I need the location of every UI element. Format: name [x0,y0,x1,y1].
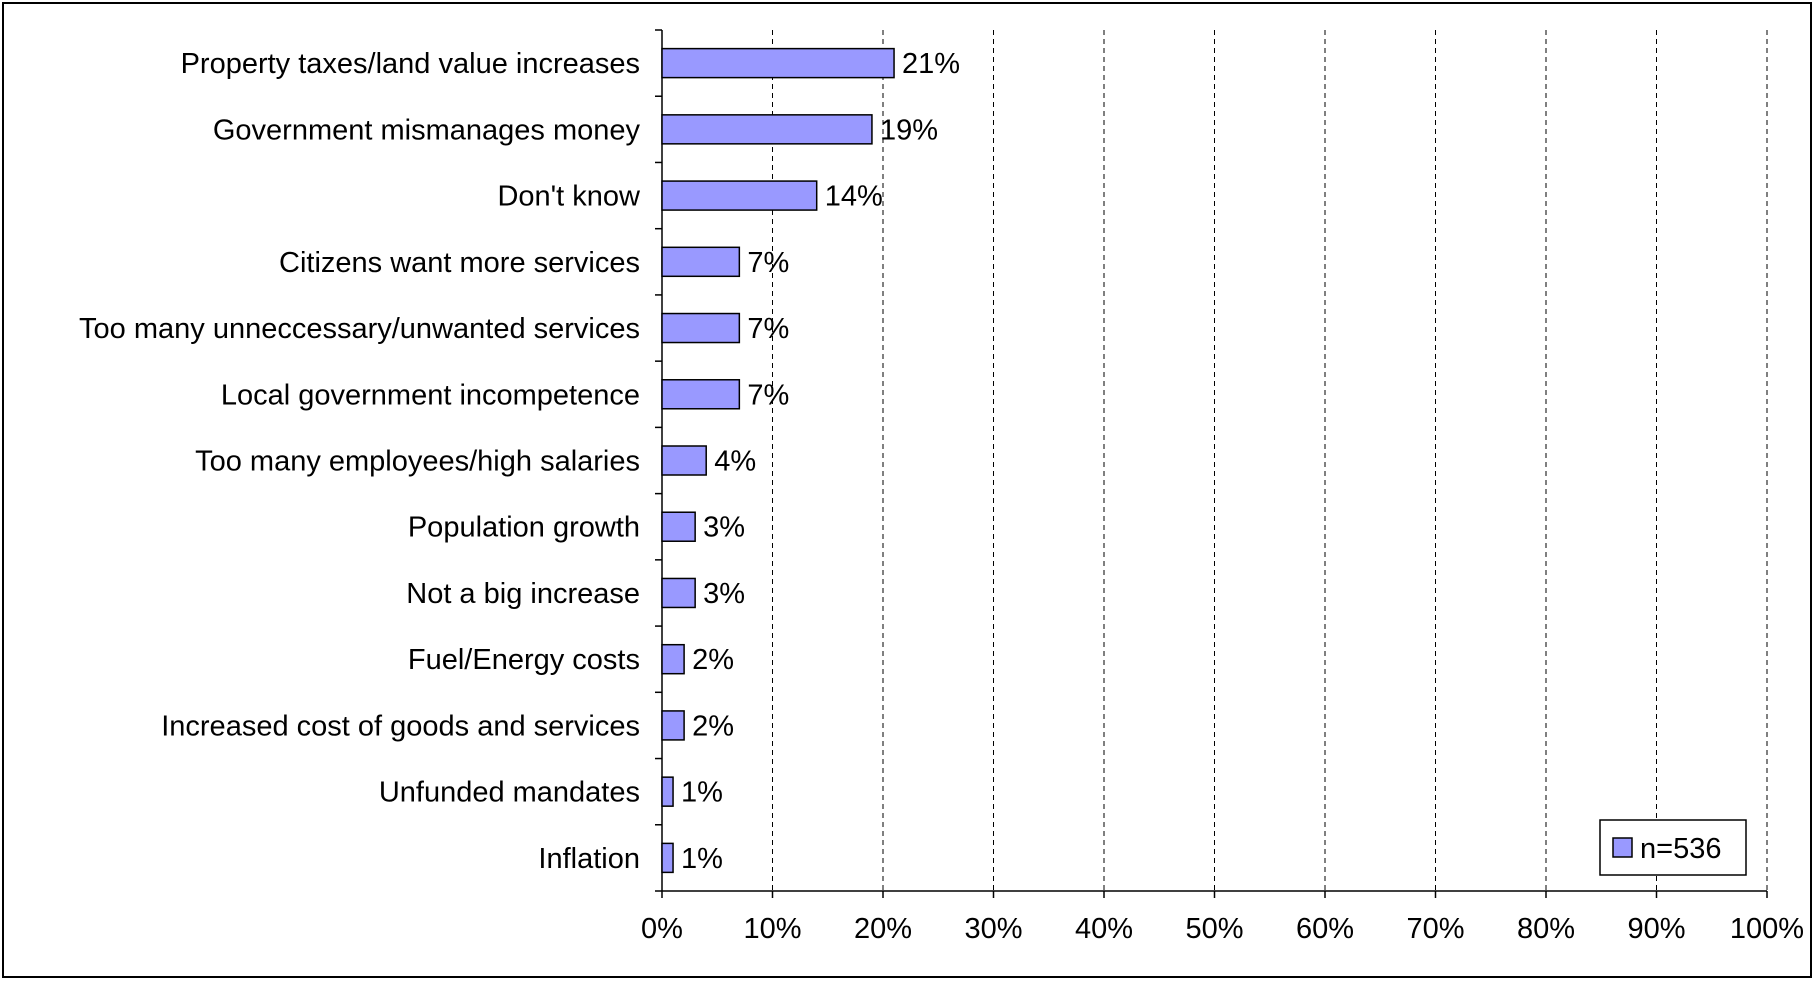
value-label: 7% [747,379,789,411]
category-label: Local government incompetence [221,379,640,411]
bar [661,180,818,211]
category-label: Citizens want more services [279,247,640,279]
value-label: 2% [692,644,734,676]
bar [661,379,741,410]
value-label: 4% [714,446,756,478]
value-label: 3% [703,512,745,544]
category-label: Don't know [497,181,641,213]
legend-swatch [1612,837,1633,858]
category-label: Too many employees/high salaries [195,446,640,478]
value-label: 7% [747,247,789,279]
bar [661,47,895,79]
x-tick-label: 30% [964,913,1022,945]
legend-label: n=536 [1640,833,1721,865]
value-label: 1% [681,843,723,875]
category-label: Too many unneccessary/unwanted services [79,313,640,345]
bar [661,577,696,609]
x-tick-label: 50% [1185,913,1243,945]
category-label: Increased cost of goods and services [161,710,640,742]
value-label: 14% [825,181,883,213]
category-label: Fuel/Energy costs [408,644,640,676]
x-tick-label: 40% [1075,913,1133,945]
x-tick-label: 100% [1730,913,1804,945]
axes [655,29,1768,898]
category-label: Government mismanages money [213,114,641,146]
bar [661,445,707,476]
category-label: Property taxes/land value increases [181,48,640,80]
bar [661,114,873,145]
x-tick-label: 0% [641,913,683,945]
labels: 0% 10% 20% 30% 40% 50% 60% 70% 80% 90% 100% Propert… [79,48,1804,945]
value-label: 21% [902,48,960,80]
x-tick-label: 20% [854,913,912,945]
x-tick-label: 80% [1517,913,1575,945]
bars [661,47,895,874]
category-label: Not a big increase [406,578,640,610]
bar [661,643,685,675]
value-label: 3% [703,578,745,610]
bar [661,511,696,542]
legend: n=536 [1599,819,1747,876]
value-label: 19% [880,114,938,146]
bar [661,776,674,807]
value-label: 2% [692,710,734,742]
bar [661,842,674,874]
x-tick-label: 60% [1296,913,1354,945]
x-tick-label: 70% [1406,913,1464,945]
x-tick-label: 10% [743,913,801,945]
bar [661,246,741,278]
gridlines [772,30,1768,891]
value-label: 7% [747,313,789,345]
category-label: Unfunded mandates [379,777,640,809]
x-tick-label: 90% [1627,913,1685,945]
bar [661,710,685,741]
category-label: Inflation [538,843,640,875]
value-label: 1% [681,777,723,809]
bar [661,312,741,344]
category-label: Population growth [408,512,640,544]
